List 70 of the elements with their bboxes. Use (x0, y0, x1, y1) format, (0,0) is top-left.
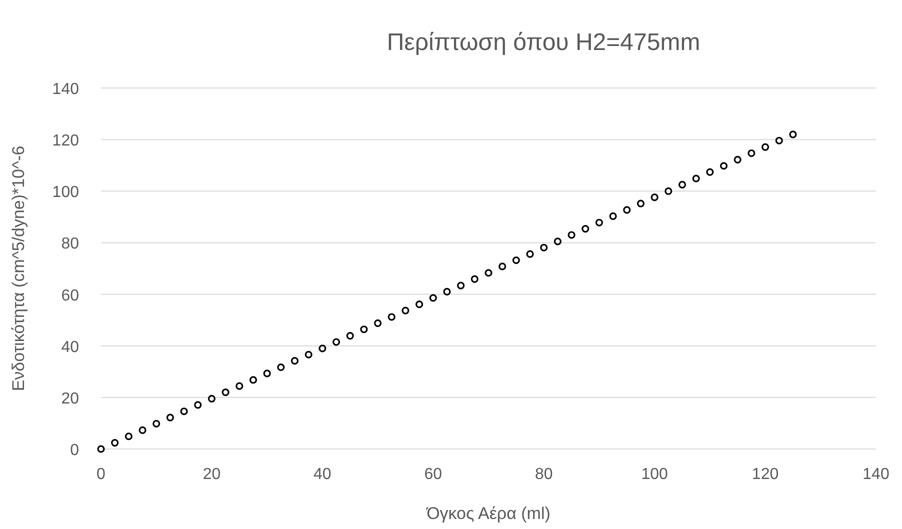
point (650, 194, 658, 202)
point (111, 439, 119, 447)
point (512, 256, 520, 264)
point (166, 414, 174, 422)
point (388, 313, 396, 321)
point (97, 445, 105, 453)
point (429, 294, 437, 302)
point (636, 200, 645, 208)
y-tick-label: 20 (61, 390, 80, 408)
point (263, 370, 271, 378)
y-tick-label: 100 (52, 184, 80, 202)
x-tick-label: 20 (202, 466, 221, 483)
x-axis-title: Όγκος Αέρα (ml) (426, 504, 550, 523)
point (470, 275, 478, 283)
point (706, 168, 714, 176)
point (236, 382, 244, 390)
point (595, 218, 603, 226)
point (180, 408, 188, 416)
point (346, 332, 354, 340)
point (748, 149, 756, 158)
y-tick-label: 0 (70, 442, 80, 459)
point (457, 282, 465, 290)
point (484, 269, 492, 277)
point (692, 174, 700, 182)
point (526, 250, 534, 258)
point (554, 238, 562, 246)
point (416, 300, 424, 308)
point (568, 231, 576, 239)
point (290, 357, 299, 365)
y-axis-title: Ενδοτικότητα (cm^5/dyne)*10^-6 (9, 146, 28, 392)
point (374, 319, 382, 327)
y-tick-label: 60 (61, 287, 80, 304)
point (678, 180, 686, 188)
point (152, 420, 160, 428)
point (443, 288, 451, 296)
x-tick-label: 140 (862, 466, 890, 483)
point (775, 136, 783, 144)
point (222, 388, 230, 396)
point (664, 187, 672, 195)
x-tick-label: 0 (96, 466, 106, 483)
point (138, 426, 146, 434)
x-tick-label: 120 (752, 466, 779, 483)
point (609, 212, 617, 220)
x-tick-label: 40 (314, 466, 332, 483)
point (332, 338, 340, 346)
point (762, 143, 770, 151)
point (720, 162, 728, 170)
point (249, 376, 258, 384)
x-tick-label: 60 (424, 466, 442, 483)
point (789, 130, 797, 138)
point (304, 350, 312, 358)
point (498, 262, 506, 270)
y-tick-label: 140 (52, 81, 80, 98)
y-tick-label: 40 (61, 338, 80, 356)
point (277, 363, 285, 372)
point (208, 394, 216, 402)
chart-title: Περίπτωση όπου H2=475mm (386, 29, 700, 56)
x-tick-label: 100 (641, 466, 668, 483)
point (318, 344, 326, 352)
point (582, 225, 590, 233)
point (124, 432, 132, 440)
point (360, 326, 368, 334)
y-tick-label: 80 (61, 236, 80, 253)
point (734, 156, 742, 164)
point (540, 244, 548, 252)
point (402, 306, 410, 314)
x-tick-label: 80 (534, 466, 553, 483)
point (194, 401, 202, 409)
point (623, 206, 631, 214)
y-tick-label: 120 (52, 132, 80, 150)
